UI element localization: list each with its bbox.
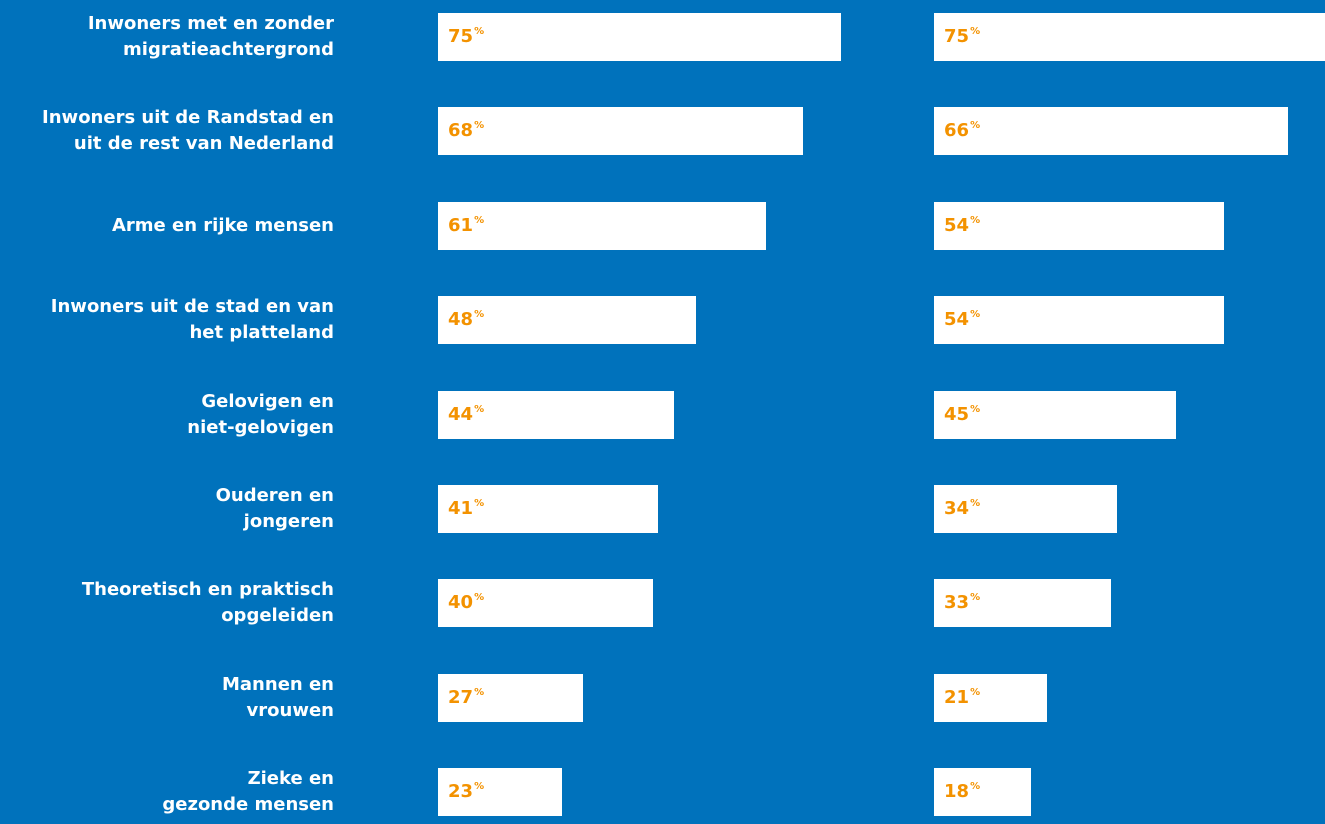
- value-unit: %: [474, 781, 485, 793]
- value-label: 27%: [448, 686, 485, 708]
- value-unit: %: [970, 781, 981, 793]
- bar: [934, 673, 1047, 722]
- bar: [934, 390, 1176, 439]
- category-label: Inwoners uit de Randstad en uit de rest …: [42, 107, 334, 155]
- value-number: 40: [448, 592, 474, 614]
- value-label: 75%: [944, 27, 980, 47]
- value-number: 45: [944, 403, 970, 425]
- value-unit: %: [970, 498, 981, 509]
- value-label: 75%: [448, 27, 484, 47]
- value-number: 61: [448, 214, 474, 236]
- value-label: 45%: [944, 403, 981, 425]
- bar: [438, 13, 841, 61]
- value-label: 61%: [448, 214, 485, 236]
- value-label: 41%: [448, 499, 484, 519]
- value-unit: %: [970, 686, 981, 698]
- value-number: 23: [448, 781, 474, 803]
- value-unit: %: [970, 592, 981, 604]
- value-label: 54%: [944, 310, 980, 330]
- category-label: Ouderen en jongeren: [215, 485, 334, 532]
- value-number: 75: [448, 26, 474, 47]
- bar: [438, 296, 696, 345]
- value-number: 66: [944, 120, 970, 142]
- category-label: Zieke en gezonde mensen: [162, 768, 334, 816]
- value-label: 44%: [448, 403, 485, 425]
- value-number: 34: [944, 498, 970, 519]
- value-unit: %: [970, 26, 981, 37]
- category-label: Inwoners uit de stad en van het plattela…: [50, 296, 334, 344]
- bar: [934, 579, 1112, 628]
- bar: [438, 107, 804, 156]
- value-unit: %: [474, 309, 485, 321]
- value-label: 34%: [944, 499, 980, 519]
- value-unit: %: [474, 403, 485, 415]
- bar: [934, 107, 1289, 156]
- category-label: Gelovigen en niet-gelovigen: [187, 390, 334, 438]
- value-unit: %: [474, 686, 485, 698]
- value-number: 27: [448, 686, 474, 708]
- value-unit: %: [970, 309, 981, 321]
- value-unit: %: [970, 120, 981, 132]
- category-label: Arme en rijke mensen: [111, 214, 334, 236]
- value-number: 18: [944, 781, 970, 803]
- value-label: 68%: [448, 121, 484, 141]
- value-label: 21%: [944, 686, 981, 708]
- value-number: 44: [448, 403, 474, 425]
- bar: [934, 201, 1224, 250]
- value-unit: %: [474, 498, 485, 509]
- value-number: 41: [448, 498, 474, 519]
- value-label: 33%: [944, 593, 980, 613]
- value-number: 75: [944, 26, 970, 47]
- value-number: 54: [944, 214, 970, 236]
- value-unit: %: [474, 120, 485, 132]
- value-number: 48: [448, 309, 474, 331]
- value-unit: %: [474, 26, 485, 37]
- value-label: 54%: [944, 214, 981, 236]
- bar: [438, 201, 766, 250]
- value-number: 68: [448, 120, 474, 142]
- value-label: 23%: [448, 782, 484, 802]
- value-label: 18%: [944, 782, 980, 802]
- value-unit: %: [970, 403, 981, 415]
- value-number: 54: [944, 309, 970, 331]
- bar: [438, 485, 659, 533]
- bar: [934, 13, 1325, 61]
- bar: [934, 485, 1117, 533]
- value-unit: %: [970, 214, 981, 226]
- value-label: 48%: [448, 310, 484, 330]
- value-unit: %: [474, 592, 485, 604]
- bar: [438, 768, 562, 817]
- category-label: Mannen en vrouwen: [222, 673, 334, 721]
- value-number: 21: [944, 686, 970, 708]
- bar: [438, 673, 583, 722]
- value-label: 40%: [448, 593, 484, 613]
- value-label: 66%: [944, 121, 980, 141]
- value-number: 33: [944, 592, 970, 614]
- value-unit: %: [474, 214, 485, 226]
- bar: [438, 579, 653, 628]
- category-label: Inwoners met en zonder migratieachtergro…: [87, 13, 334, 60]
- bar: [934, 768, 1031, 817]
- bar: [438, 390, 675, 439]
- bar: [934, 296, 1224, 345]
- category-label: Theoretisch en praktisch opgeleiden: [81, 579, 334, 627]
